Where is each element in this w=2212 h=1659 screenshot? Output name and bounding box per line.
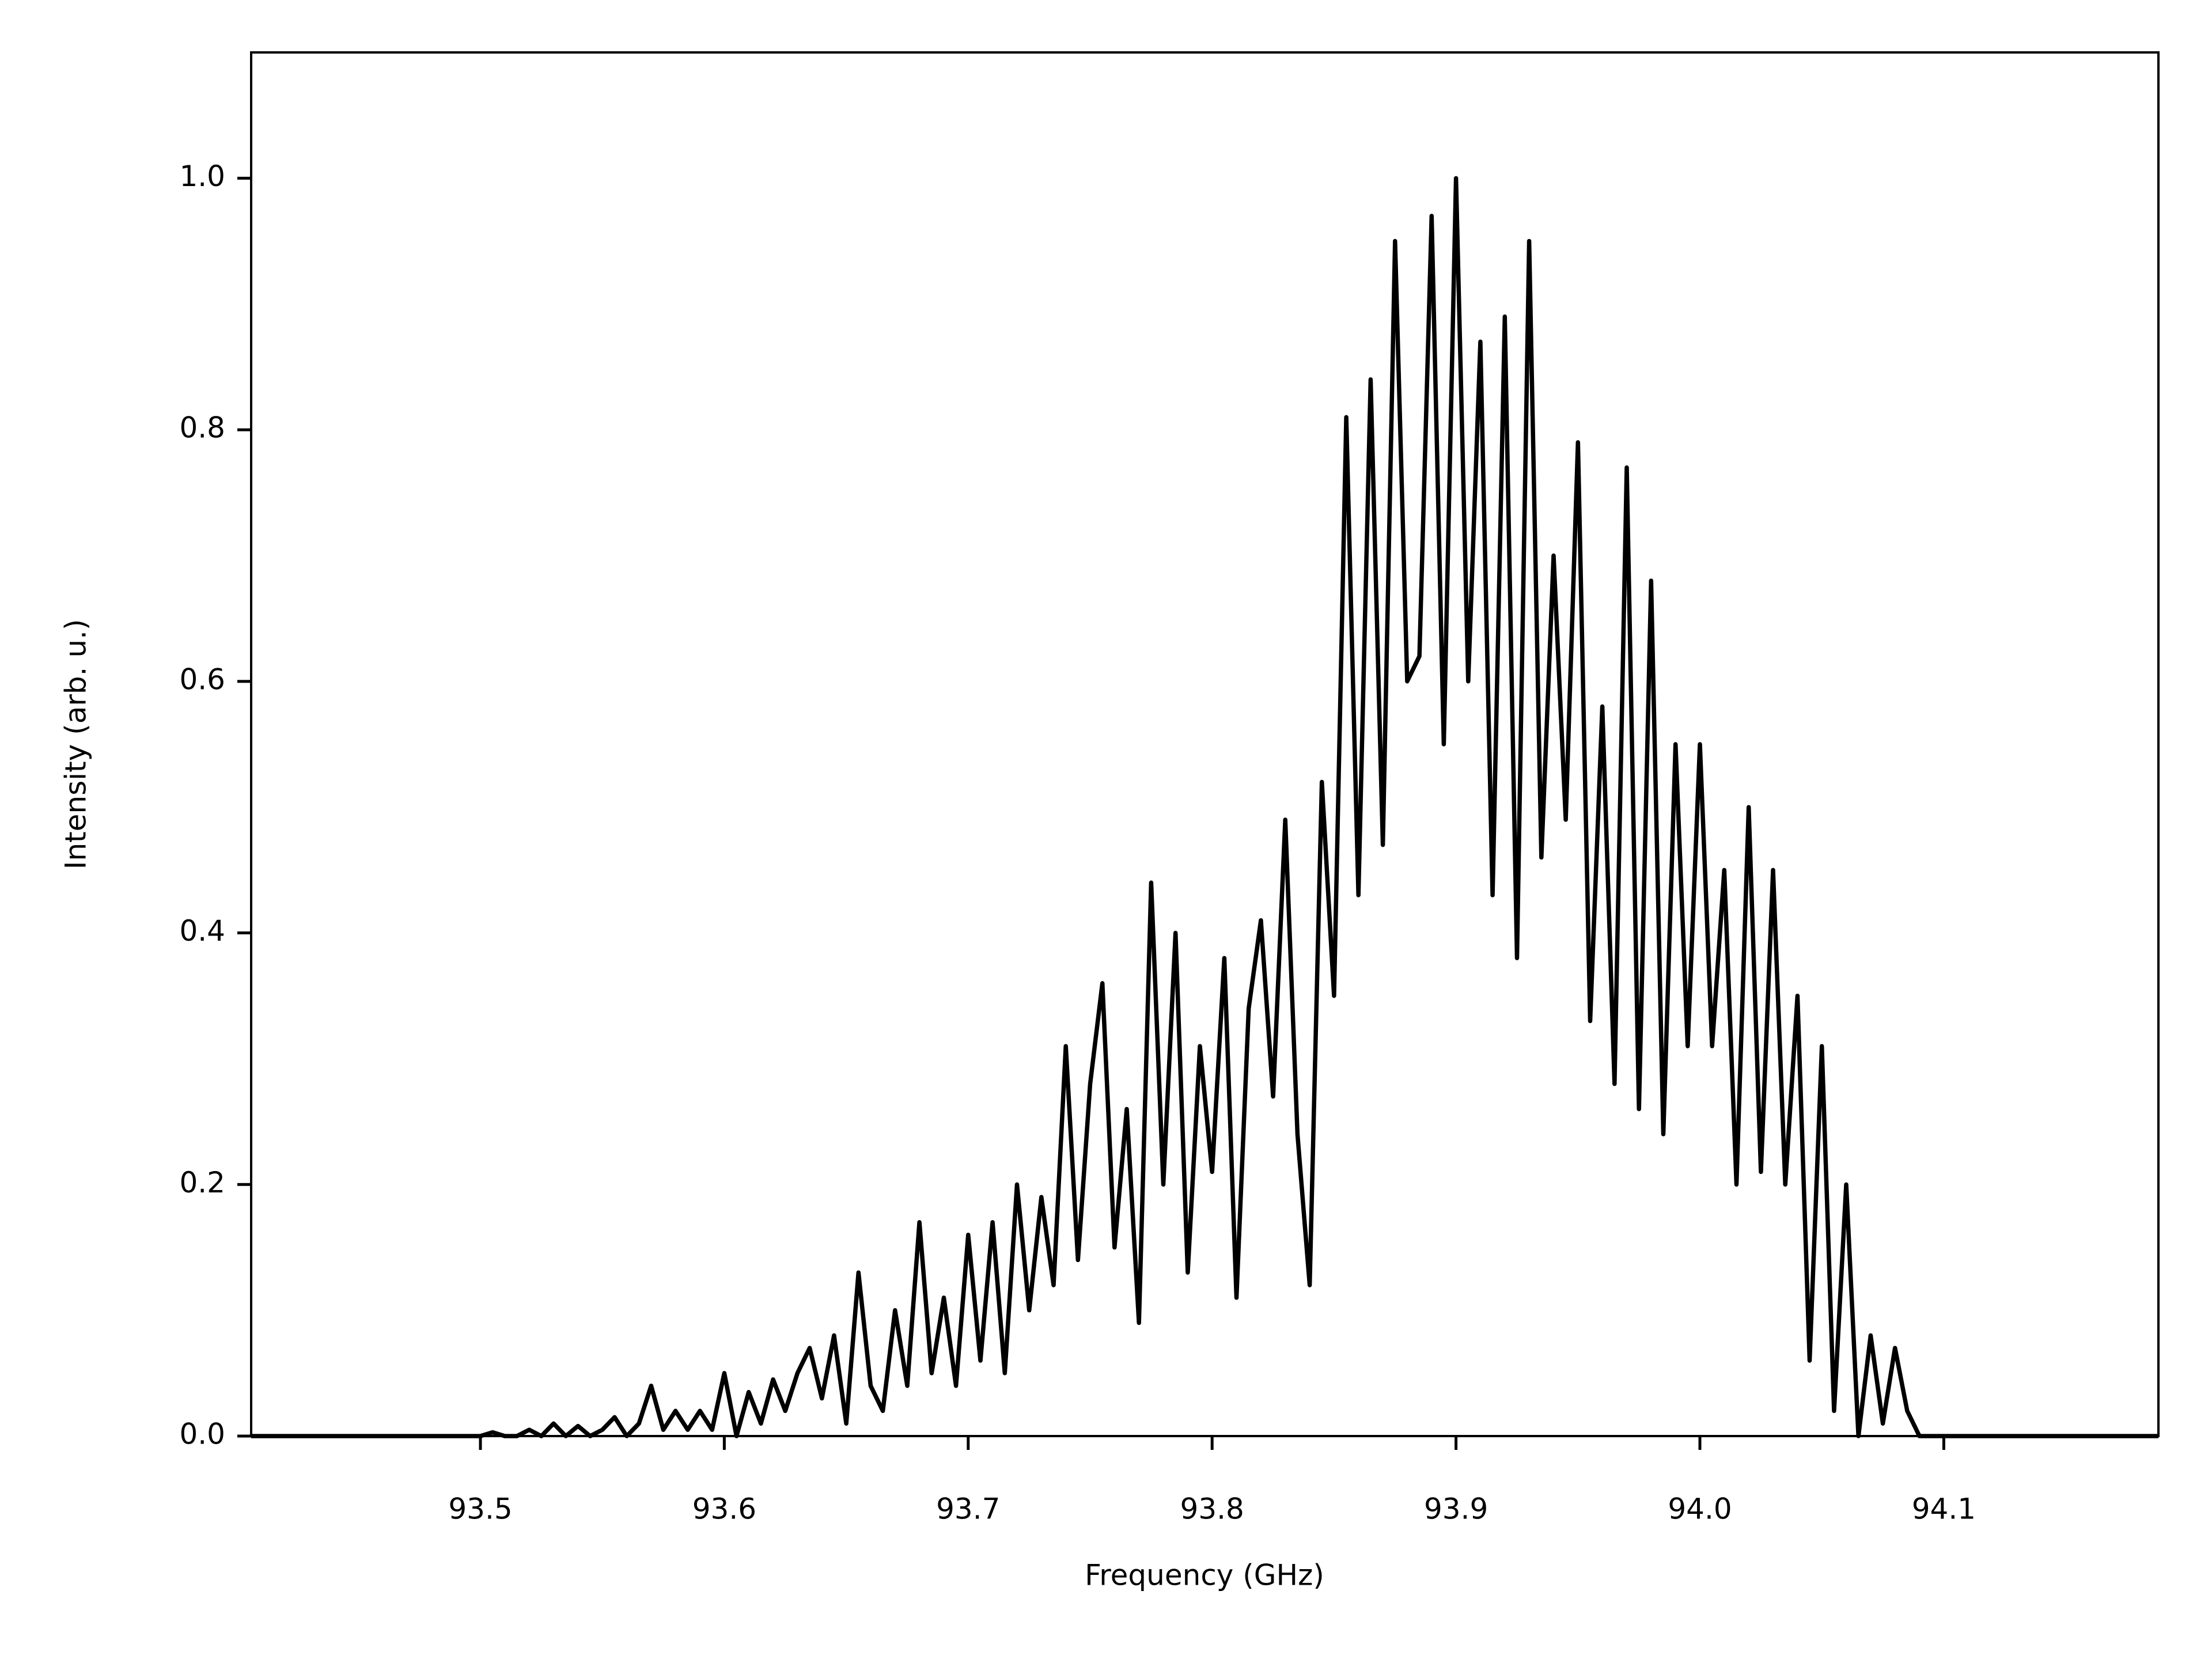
y-tick-label: 0.0 [179,1418,225,1451]
x-tick-label: 93.8 [1180,1493,1244,1526]
y-tick-label: 0.8 [179,411,225,445]
x-tick-label: 94.0 [1668,1493,1732,1526]
x-tick-label: 93.5 [448,1493,512,1526]
plot-frame [250,51,2160,1437]
x-tick-label: 93.6 [692,1493,756,1526]
x-tick-label: 93.7 [936,1493,1000,1526]
x-tick-label: 94.1 [1912,1493,1976,1526]
data-line [251,176,2158,1438]
y-tick-label: 0.6 [179,662,225,696]
y-tick-label: 0.2 [179,1166,225,1199]
y-tick-label: 0.4 [179,914,225,948]
x-tick-label: 93.9 [1424,1493,1488,1526]
y-axis-label: Intensity (arb. u.) [59,619,93,870]
x-axis-label: Frequency (GHz) [1085,1559,1324,1592]
y-tick-label: 1.0 [179,160,225,193]
